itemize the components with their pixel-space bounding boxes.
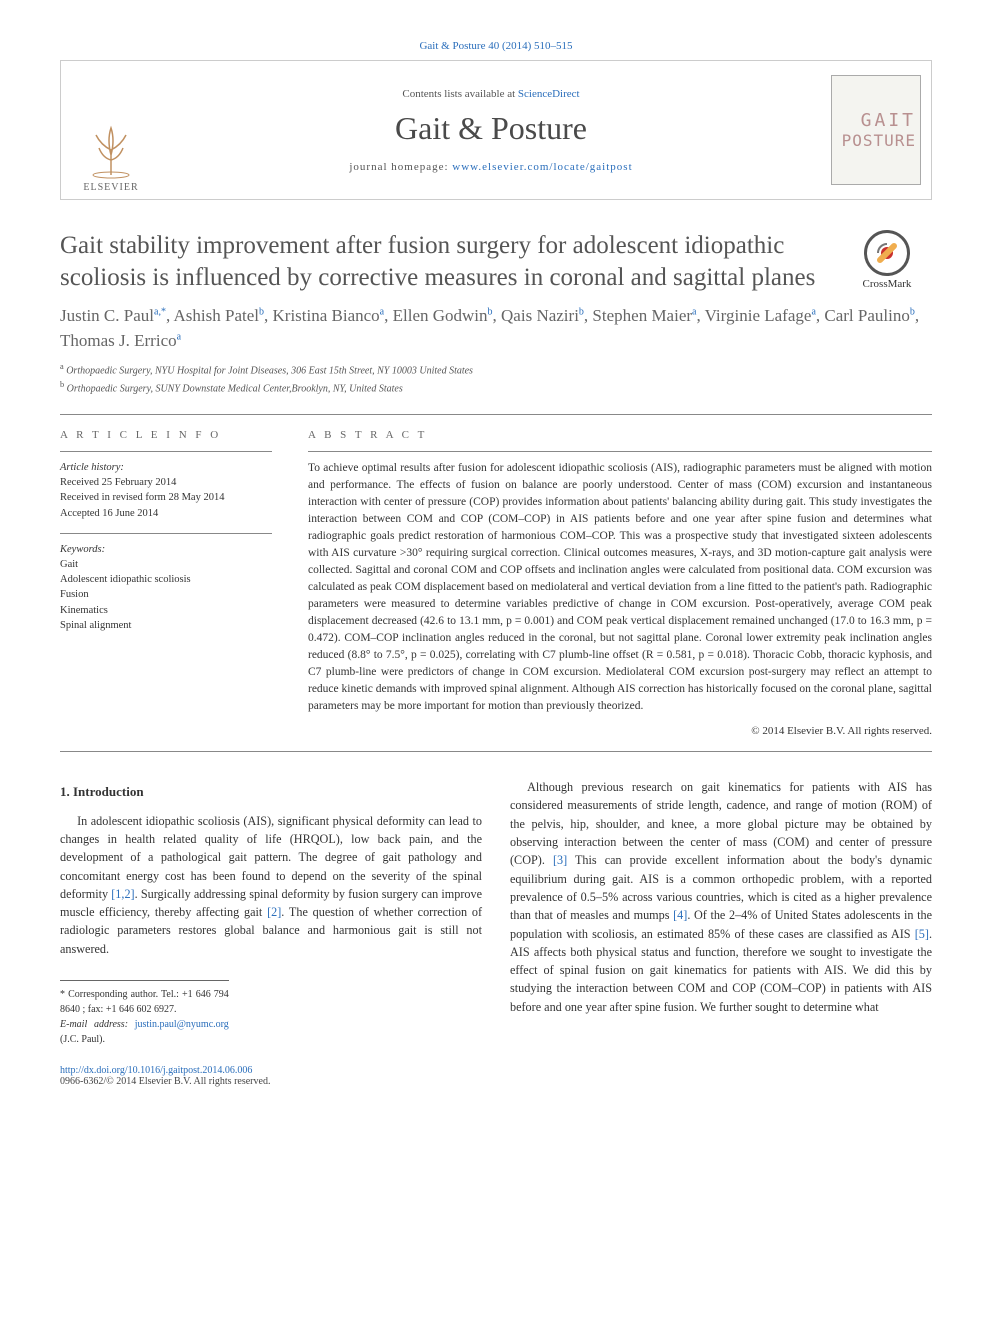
ref-link-3[interactable]: [3] bbox=[553, 853, 567, 867]
intro-paragraph-2: Although previous research on gait kinem… bbox=[510, 778, 932, 1016]
journal-masthead: ELSEVIER Contents lists available at Sci… bbox=[60, 60, 932, 200]
elsevier-logo: ELSEVIER bbox=[71, 93, 151, 193]
corresponding-author-footnote: * Corresponding author. Tel.: +1 646 794… bbox=[60, 980, 229, 1047]
article-info-heading: A R T I C L E I N F O bbox=[60, 429, 272, 441]
abstract-text: To achieve optimal results after fusion … bbox=[308, 451, 932, 715]
elsevier-wordmark: ELSEVIER bbox=[83, 182, 138, 193]
journal-cover-thumb: GAIT POSTURE bbox=[831, 75, 921, 185]
author-list: Justin C. Paula,*, Ashish Patelb, Kristi… bbox=[60, 304, 932, 353]
section-heading-intro: 1. Introduction bbox=[60, 782, 482, 802]
keywords-block: Keywords: GaitAdolescent idiopathic scol… bbox=[60, 533, 272, 633]
cover-text-gait: GAIT bbox=[861, 110, 916, 131]
ref-link-2[interactable]: [2] bbox=[267, 905, 281, 919]
crossmark-label: CrossMark bbox=[863, 278, 912, 290]
cover-text-posture: POSTURE bbox=[842, 131, 916, 150]
publisher-logo-area: ELSEVIER bbox=[61, 61, 161, 199]
article-history: Article history: Received 25 February 20… bbox=[60, 451, 272, 521]
doi-link[interactable]: http://dx.doi.org/10.1016/j.gaitpost.201… bbox=[60, 1065, 252, 1076]
cover-thumbnail-area: GAIT POSTURE bbox=[821, 61, 931, 199]
abstract-heading: A B S T R A C T bbox=[308, 429, 932, 441]
running-head: Gait & Posture 40 (2014) 510–515 bbox=[60, 40, 932, 52]
article-body: 1. Introduction In adolescent idiopathic… bbox=[60, 778, 932, 1047]
journal-title: Gait & Posture bbox=[169, 110, 813, 147]
ref-link-4[interactable]: [4] bbox=[673, 908, 687, 922]
page-footer: http://dx.doi.org/10.1016/j.gaitpost.201… bbox=[60, 1065, 932, 1087]
ref-link-5[interactable]: [5] bbox=[915, 927, 929, 941]
author-email-link[interactable]: justin.paul@nyumc.org bbox=[135, 1019, 229, 1030]
elsevier-tree-icon bbox=[81, 120, 141, 180]
article-title: Gait stability improvement after fusion … bbox=[60, 230, 830, 294]
ref-link-1-2[interactable]: [1,2] bbox=[111, 887, 134, 901]
contents-available-text: Contents lists available at ScienceDirec… bbox=[169, 88, 813, 100]
journal-homepage-link[interactable]: www.elsevier.com/locate/gaitpost bbox=[452, 161, 632, 173]
issn-copyright: 0966-6362/© 2014 Elsevier B.V. All right… bbox=[60, 1076, 270, 1087]
sciencedirect-link[interactable]: ScienceDirect bbox=[518, 88, 580, 100]
intro-paragraph-1: In adolescent idiopathic scoliosis (AIS)… bbox=[60, 812, 482, 958]
running-head-link[interactable]: Gait & Posture 40 (2014) 510–515 bbox=[419, 40, 572, 52]
abstract-copyright: © 2014 Elsevier B.V. All rights reserved… bbox=[308, 725, 932, 737]
journal-homepage-line: journal homepage: www.elsevier.com/locat… bbox=[169, 161, 813, 173]
crossmark-badge[interactable]: CrossMark bbox=[842, 230, 932, 290]
crossmark-icon bbox=[864, 230, 910, 276]
affiliations: a Orthopaedic Surgery, NYU Hospital for … bbox=[60, 361, 932, 396]
